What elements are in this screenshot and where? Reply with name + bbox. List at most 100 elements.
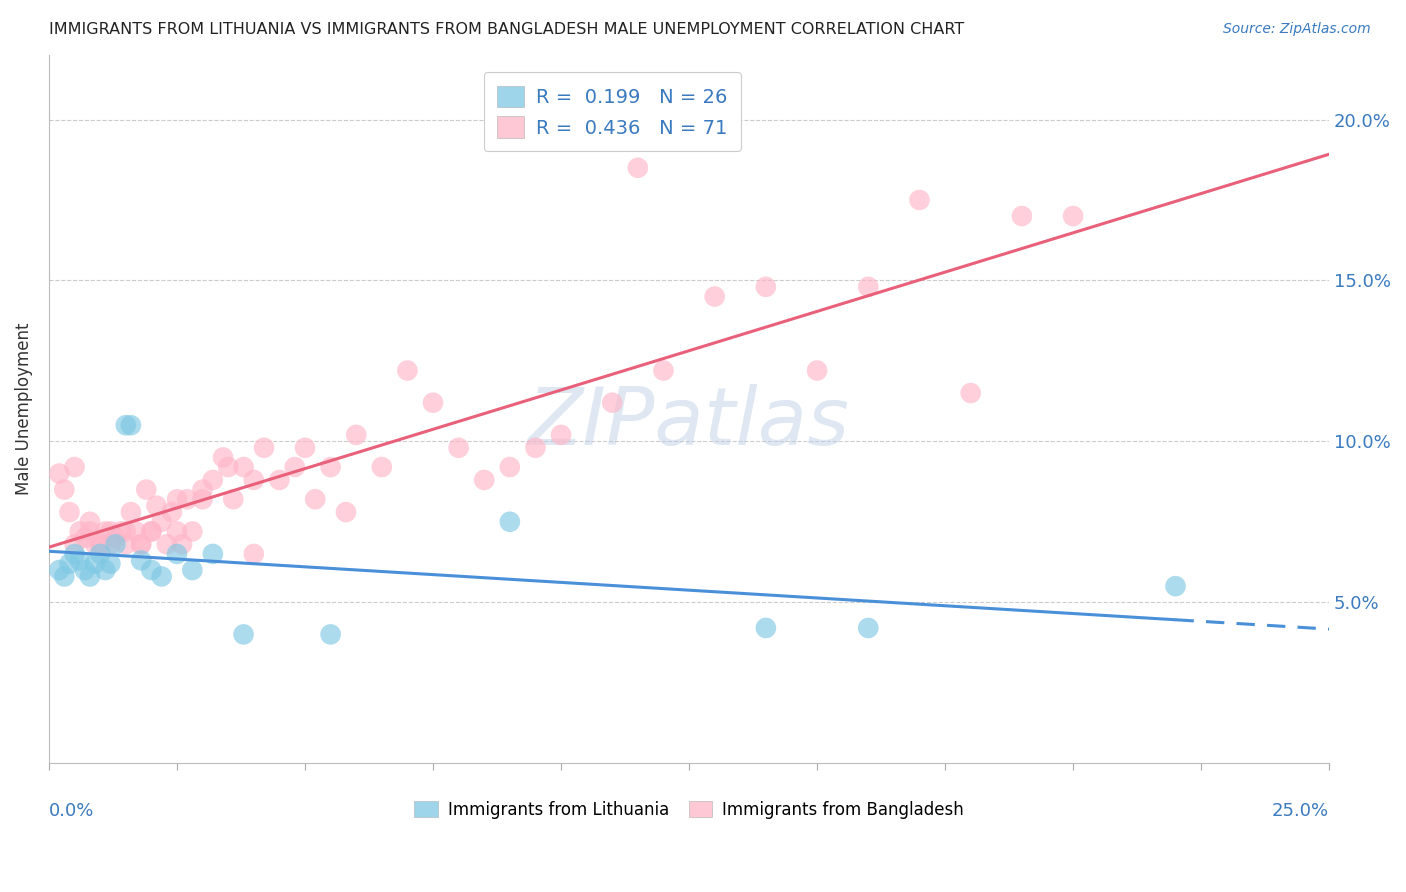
Point: [89, 547, 111, 561]
Point: [53, 569, 76, 583]
Point: [172, 537, 194, 551]
Point: [201, 547, 224, 561]
Point: [63, 547, 86, 561]
Point: [160, 505, 183, 519]
Point: [145, 499, 167, 513]
Point: [447, 441, 470, 455]
Point: [150, 569, 173, 583]
Point: [120, 418, 142, 433]
Point: [141, 524, 163, 539]
Point: [69, 524, 91, 539]
Point: [89, 537, 111, 551]
Point: [63, 537, 86, 551]
Point: [959, 386, 981, 401]
Point: [114, 537, 136, 551]
Point: [48, 563, 70, 577]
Point: [806, 363, 828, 377]
Text: Source: ZipAtlas.com: Source: ZipAtlas.com: [1223, 22, 1371, 37]
Point: [550, 428, 572, 442]
Point: [243, 473, 266, 487]
Point: [79, 569, 101, 583]
Point: [472, 473, 495, 487]
Point: [269, 473, 291, 487]
Point: [114, 524, 136, 539]
Legend: Immigrants from Lithuania, Immigrants from Bangladesh: Immigrants from Lithuania, Immigrants fr…: [408, 794, 970, 826]
Point: [191, 483, 214, 497]
Point: [600, 395, 623, 409]
Point: [294, 441, 316, 455]
Point: [232, 627, 254, 641]
Point: [499, 460, 522, 475]
Point: [652, 363, 675, 377]
Y-axis label: Male Unemployment: Male Unemployment: [15, 323, 32, 495]
Point: [908, 193, 931, 207]
Point: [100, 557, 122, 571]
Point: [858, 280, 880, 294]
Text: ZIPatlas: ZIPatlas: [529, 384, 851, 462]
Point: [422, 395, 444, 409]
Point: [110, 524, 132, 539]
Point: [104, 531, 127, 545]
Point: [69, 553, 91, 567]
Point: [135, 483, 157, 497]
Point: [100, 537, 122, 551]
Point: [129, 537, 152, 551]
Point: [344, 428, 367, 442]
Point: [1011, 209, 1033, 223]
Point: [319, 627, 342, 641]
Point: [304, 492, 326, 507]
Point: [396, 363, 419, 377]
Point: [156, 537, 179, 551]
Point: [141, 524, 163, 539]
Point: [371, 460, 394, 475]
Point: [181, 563, 204, 577]
Point: [499, 515, 522, 529]
Point: [166, 547, 188, 561]
Text: 25.0%: 25.0%: [1272, 802, 1329, 820]
Point: [94, 524, 117, 539]
Point: [125, 524, 148, 539]
Point: [129, 553, 152, 567]
Point: [166, 492, 188, 507]
Point: [217, 460, 239, 475]
Point: [79, 524, 101, 539]
Point: [319, 460, 342, 475]
Point: [627, 161, 650, 175]
Point: [48, 467, 70, 481]
Point: [114, 418, 136, 433]
Point: [524, 441, 547, 455]
Point: [94, 563, 117, 577]
Point: [243, 547, 266, 561]
Point: [120, 505, 142, 519]
Point: [191, 492, 214, 507]
Point: [176, 492, 198, 507]
Point: [150, 515, 173, 529]
Point: [104, 537, 127, 551]
Point: [858, 621, 880, 635]
Point: [335, 505, 357, 519]
Point: [755, 280, 778, 294]
Point: [58, 505, 80, 519]
Point: [201, 473, 224, 487]
Point: [84, 557, 107, 571]
Point: [58, 557, 80, 571]
Point: [79, 515, 101, 529]
Point: [129, 537, 152, 551]
Point: [181, 524, 204, 539]
Point: [53, 483, 76, 497]
Point: [100, 524, 122, 539]
Point: [73, 563, 96, 577]
Text: IMMIGRANTS FROM LITHUANIA VS IMMIGRANTS FROM BANGLADESH MALE UNEMPLOYMENT CORREL: IMMIGRANTS FROM LITHUANIA VS IMMIGRANTS …: [49, 22, 965, 37]
Point: [166, 524, 188, 539]
Point: [253, 441, 276, 455]
Point: [1164, 579, 1187, 593]
Point: [84, 537, 107, 551]
Point: [284, 460, 307, 475]
Point: [755, 621, 778, 635]
Point: [141, 563, 163, 577]
Point: [1062, 209, 1084, 223]
Point: [63, 460, 86, 475]
Point: [703, 289, 725, 303]
Text: 0.0%: 0.0%: [49, 802, 94, 820]
Point: [89, 537, 111, 551]
